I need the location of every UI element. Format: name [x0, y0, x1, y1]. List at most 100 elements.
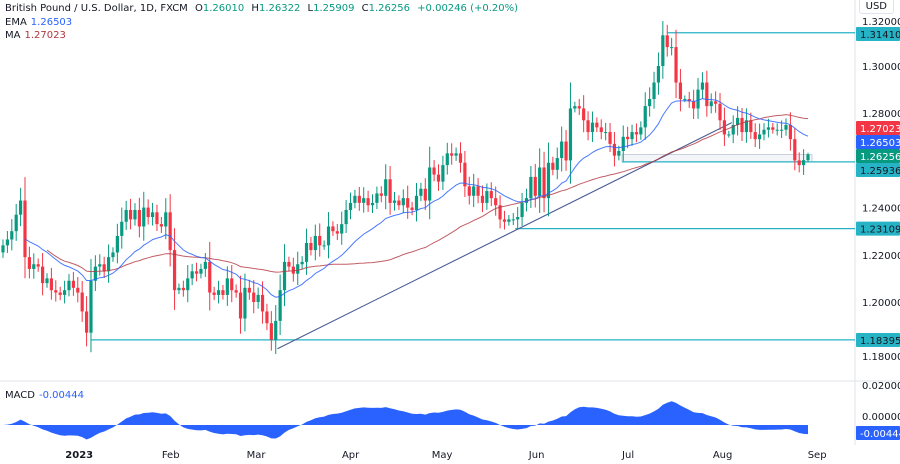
candle-up	[62, 290, 67, 295]
time-tick-label: Sep	[808, 450, 827, 461]
candle-down	[551, 162, 555, 170]
macd-legend[interactable]: MACD -0.00444	[5, 390, 84, 401]
price-tick-label: 1.28000	[862, 109, 900, 120]
candle-up	[652, 82, 656, 100]
candle-up	[731, 125, 735, 135]
candle-down	[155, 212, 159, 225]
ma-value: 1.27023	[24, 30, 66, 41]
candle-up	[709, 101, 713, 107]
candle-down	[260, 294, 265, 312]
price-tick-label: 1.18000	[862, 352, 900, 363]
candle-up	[661, 35, 665, 66]
candle-down	[212, 292, 216, 295]
candle-down	[287, 261, 291, 267]
currency-label[interactable]: USD	[858, 0, 894, 14]
candle-down	[318, 235, 322, 246]
candle-up	[758, 134, 762, 140]
candle-down	[137, 209, 141, 227]
candle-up	[32, 264, 36, 269]
low-label: L	[307, 3, 314, 14]
candle-up	[736, 117, 740, 125]
candle-down	[577, 106, 581, 109]
candle-up	[700, 82, 705, 90]
candle-up	[282, 261, 287, 291]
candle-up	[203, 261, 207, 269]
candle-up	[362, 198, 366, 203]
candle-down	[722, 120, 727, 135]
candle-down	[410, 207, 414, 210]
time-tick-label: Mar	[247, 450, 267, 461]
candle-up	[775, 129, 779, 131]
candle-up	[93, 266, 97, 281]
time-tick-label: Aug	[713, 450, 733, 461]
candle-up	[322, 245, 326, 247]
candle-up	[485, 191, 489, 203]
level-price-label: 1.25936	[860, 166, 900, 177]
candle-up	[568, 108, 573, 161]
level-price-label-bg	[856, 27, 900, 41]
candle-down	[502, 219, 507, 222]
candle-down	[76, 287, 80, 293]
candle-up	[190, 271, 194, 279]
macd-tick-label: 0.00000	[862, 412, 900, 423]
candle-down	[436, 174, 441, 182]
candle-down	[71, 280, 75, 288]
candle-down	[49, 278, 53, 291]
candle-down	[458, 153, 463, 163]
candle-up	[370, 202, 375, 206]
candle-down	[40, 266, 45, 284]
candle-down	[423, 188, 427, 201]
time-tick-label: Feb	[162, 450, 180, 461]
candle-up	[124, 209, 128, 222]
candle-down	[753, 132, 757, 140]
candle-up	[806, 154, 810, 161]
candle-down	[238, 292, 243, 319]
candle-down	[309, 243, 313, 251]
candle-down	[476, 186, 480, 196]
candle-up	[727, 134, 731, 136]
open-value: 1.26010	[202, 3, 245, 14]
candle-up	[384, 179, 388, 196]
level-price-label: 1.18395	[860, 336, 900, 347]
candle-down	[564, 141, 568, 161]
candle-up	[353, 195, 357, 203]
ema-value: 1.26503	[30, 17, 73, 28]
candle-up	[617, 150, 621, 156]
symbol-title: British Pound / U.S. Dollar, 1D, FXCM	[5, 3, 188, 14]
candle-down	[788, 125, 793, 140]
ma-legend[interactable]: MA 1.27023	[5, 30, 66, 41]
candle-down	[480, 195, 485, 203]
candle-up	[177, 287, 181, 291]
candle-down	[388, 179, 392, 203]
candle-up	[780, 129, 784, 131]
candle-up	[300, 261, 304, 265]
candle-up	[656, 66, 661, 83]
macd-value: -0.00444	[38, 390, 84, 401]
candle-up	[216, 290, 221, 295]
candle-down	[194, 271, 199, 274]
candle-up	[18, 200, 23, 215]
ema-legend[interactable]: EMA 1.26503	[5, 17, 72, 28]
ma-label: MA	[5, 30, 21, 41]
candle-up	[98, 264, 102, 267]
candle-down	[406, 198, 410, 208]
candle-up	[511, 219, 515, 221]
candle-up	[643, 106, 647, 128]
candle-up	[274, 320, 278, 340]
candle-up	[186, 278, 190, 291]
candle-down	[291, 266, 295, 274]
level-price-label-bg	[856, 163, 900, 177]
candle-up	[604, 132, 608, 134]
candle-up	[296, 264, 300, 274]
ema-label: EMA	[5, 17, 27, 28]
candle-down	[489, 191, 493, 199]
candle-down	[168, 212, 172, 251]
candle-down	[208, 261, 212, 293]
candle-up	[555, 158, 559, 170]
candle-up	[225, 278, 229, 295]
time-tick-label: May	[432, 450, 453, 461]
candle-up	[45, 278, 49, 284]
candle-down	[36, 264, 40, 267]
candle-up	[648, 99, 652, 107]
